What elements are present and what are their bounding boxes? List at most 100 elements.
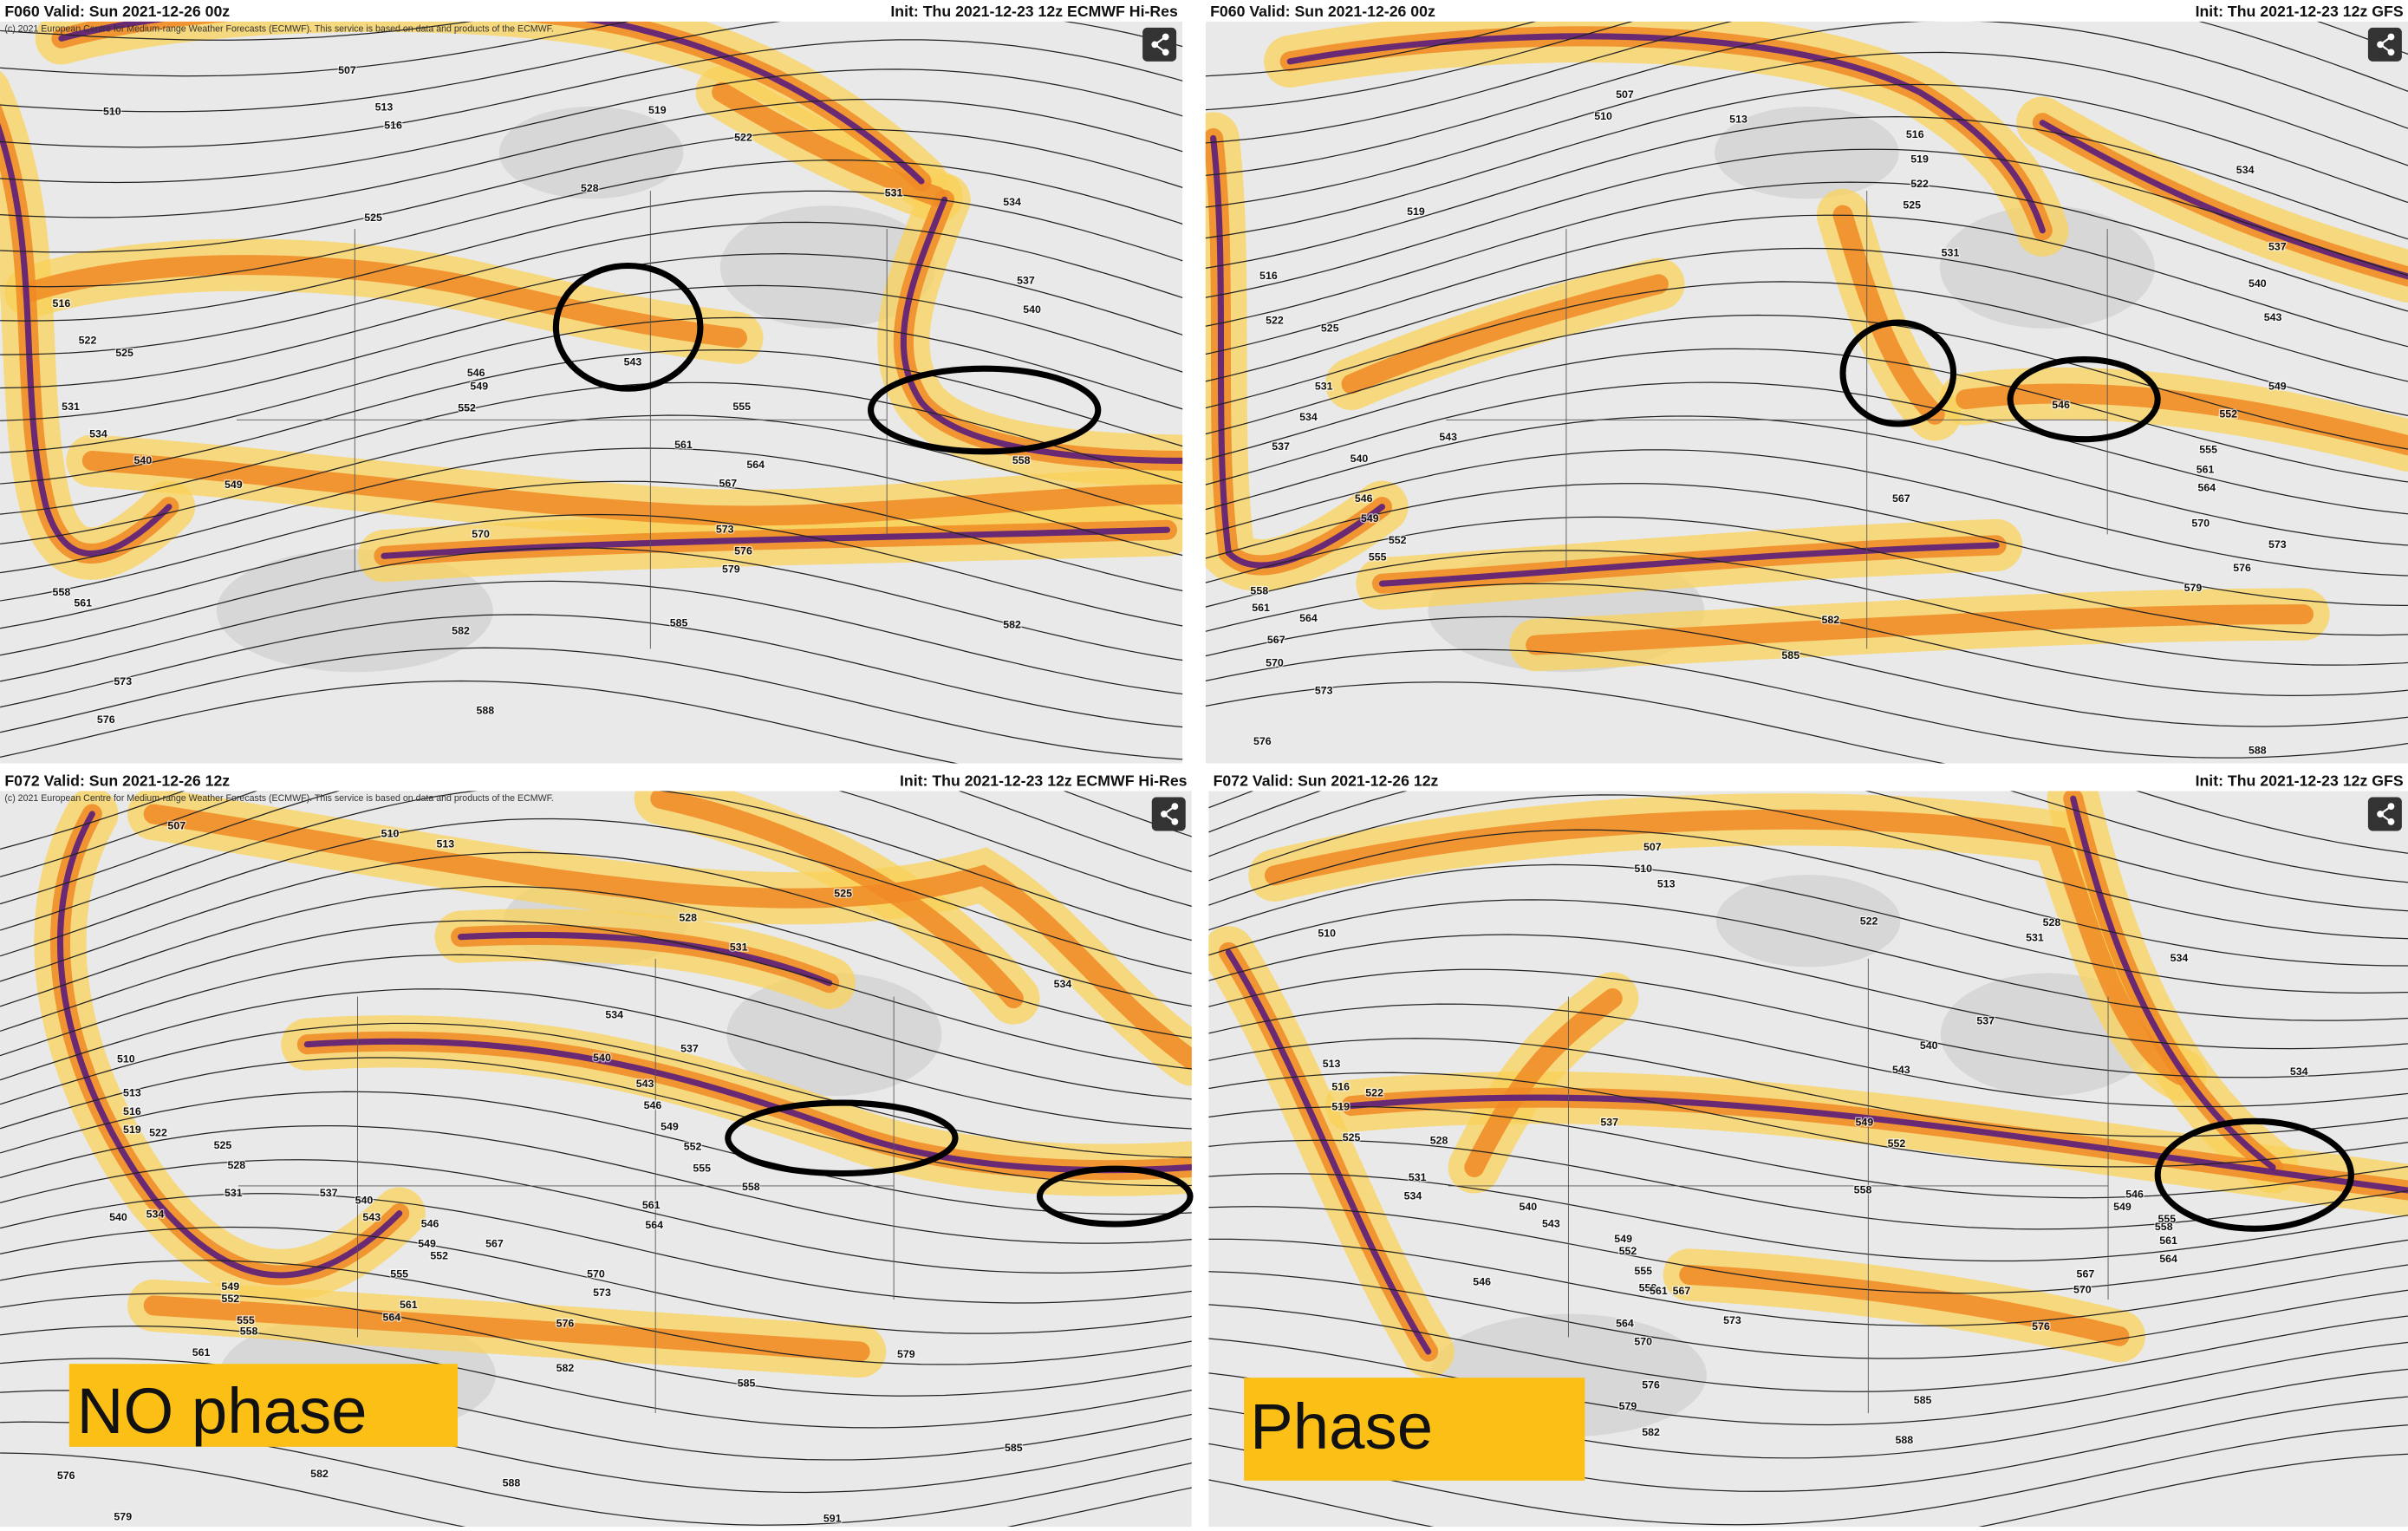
- contour-label: 564: [1616, 1317, 1634, 1329]
- contour-label: 519: [1407, 205, 1425, 218]
- contour-label: 549: [470, 381, 488, 393]
- contour-label: 540: [355, 1195, 374, 1207]
- contour-label: 519: [123, 1124, 141, 1136]
- contour-label: 567: [719, 477, 737, 489]
- contour-label: 522: [79, 335, 97, 347]
- contour-label: 573: [114, 675, 132, 687]
- contour-label: 579: [2184, 582, 2203, 594]
- pressure-shading: [216, 549, 493, 673]
- highlight-oval: [1839, 319, 1957, 427]
- contour-label: 531: [885, 187, 903, 199]
- contour-label: 525: [364, 212, 382, 224]
- highlight-oval: [725, 1099, 959, 1177]
- contour-label: 582: [1821, 614, 1839, 626]
- contour-label: 564: [746, 459, 765, 471]
- contour-label: 555: [732, 401, 751, 413]
- contour-label: 567: [1267, 634, 1285, 646]
- jet-core: [1286, 33, 2046, 234]
- share-button[interactable]: [1151, 797, 1186, 831]
- height-contour: [0, 480, 1183, 602]
- contour-label: 543: [362, 1211, 381, 1223]
- pressure-shading: [1715, 875, 1901, 967]
- height-contour: [1208, 1139, 2408, 1230]
- height-contour: [1205, 21, 2408, 144]
- contour-label: 546: [2125, 1189, 2144, 1201]
- contour-label: 561: [1252, 602, 1270, 614]
- height-contour: [1208, 1338, 2408, 1426]
- contour-label: 576: [57, 1469, 75, 1482]
- jet-stream: [1264, 809, 2191, 1085]
- contour-label: 540: [593, 1052, 611, 1064]
- contour-label: 507: [338, 64, 356, 76]
- contour-label: 567: [1673, 1285, 1691, 1297]
- contour-label: 543: [636, 1078, 654, 1090]
- valid-time: F060 Valid: Sun 2021-12-26 00z: [1210, 3, 1435, 20]
- contour-label: 558: [1854, 1183, 1872, 1195]
- height-contour: [1208, 1003, 2408, 1108]
- share-icon: [1163, 805, 1175, 823]
- panel-header: [1205, 0, 2408, 22]
- height-contour: [0, 791, 1192, 878]
- contour-label: 522: [149, 1127, 167, 1139]
- jet-stream: [650, 791, 1024, 1009]
- height-contour: [1208, 791, 2408, 883]
- jet-stream: [1679, 1264, 2130, 1346]
- height-contour: [1208, 791, 2408, 854]
- height-contour: [1205, 648, 2408, 759]
- height-contour: [0, 128, 1183, 253]
- contour-label: 549: [225, 479, 243, 491]
- highlight-oval: [552, 262, 704, 392]
- contour-label: 540: [1519, 1201, 1537, 1213]
- height-contour: [1208, 1038, 2408, 1137]
- map-panel: 507 510 513 516 519 522 525 519 531 534 537 540 543 5…: [1205, 0, 2408, 764]
- height-contour: [0, 190, 1183, 322]
- share-icon: [2379, 805, 2392, 823]
- height-contour: [0, 791, 1192, 908]
- contour-label: 582: [1642, 1426, 1660, 1438]
- contour-label: 540: [1350, 453, 1369, 465]
- contour-label: 540: [133, 454, 152, 466]
- jet-core: [1348, 1094, 2408, 1194]
- share-button[interactable]: [1142, 27, 1177, 62]
- contour-label: 561: [642, 1199, 661, 1211]
- contour-label: 528: [679, 912, 697, 924]
- contour-label: 579: [722, 564, 740, 576]
- contour-label: 555: [1634, 1265, 1652, 1277]
- height-contour: [0, 513, 1183, 629]
- contour-label: 534: [1404, 1189, 1422, 1202]
- height-contour: [0, 680, 959, 764]
- share-button[interactable]: [2367, 797, 2402, 831]
- contour-label: 540: [1920, 1039, 1938, 1052]
- contour-label: 543: [1542, 1217, 1560, 1229]
- jet-core: [0, 123, 172, 557]
- contour-label: 576: [2032, 1320, 2050, 1332]
- share-button[interactable]: [2367, 27, 2402, 62]
- copyright: (c) 2021 European Centre for Medium-rang…: [4, 793, 554, 804]
- height-contour: [0, 580, 1183, 695]
- contour-label: 525: [214, 1139, 232, 1151]
- height-contour: [1208, 899, 2408, 1021]
- jet-stream: [712, 81, 947, 207]
- contour-label: 588: [503, 1477, 521, 1489]
- valid-time: F072 Valid: Sun 2021-12-26 12z: [1214, 772, 1439, 789]
- contour-label: 528: [581, 182, 599, 194]
- contour-label: 570: [472, 528, 490, 540]
- annotation: Phase: [1250, 1391, 1433, 1463]
- contour-label: 522: [734, 132, 752, 144]
- contour-label: 510: [381, 827, 400, 839]
- contour-label: 582: [452, 624, 470, 636]
- height-contour: [1205, 148, 2408, 298]
- contour-label: 537: [1976, 1014, 1995, 1026]
- contour-label: 537: [1272, 440, 1290, 453]
- contour-label: 558: [1639, 1282, 1657, 1294]
- height-contour: [0, 547, 1183, 661]
- height-contour: [0, 647, 1183, 760]
- contour-label: 540: [109, 1211, 127, 1223]
- jet-stream: [143, 1295, 870, 1362]
- contour-label: 588: [1896, 1434, 1914, 1446]
- highlight-oval: [2007, 356, 2161, 443]
- height-contour: [1205, 21, 2408, 176]
- copyright: (c) 2021 European Centre for Medium-rang…: [4, 23, 554, 34]
